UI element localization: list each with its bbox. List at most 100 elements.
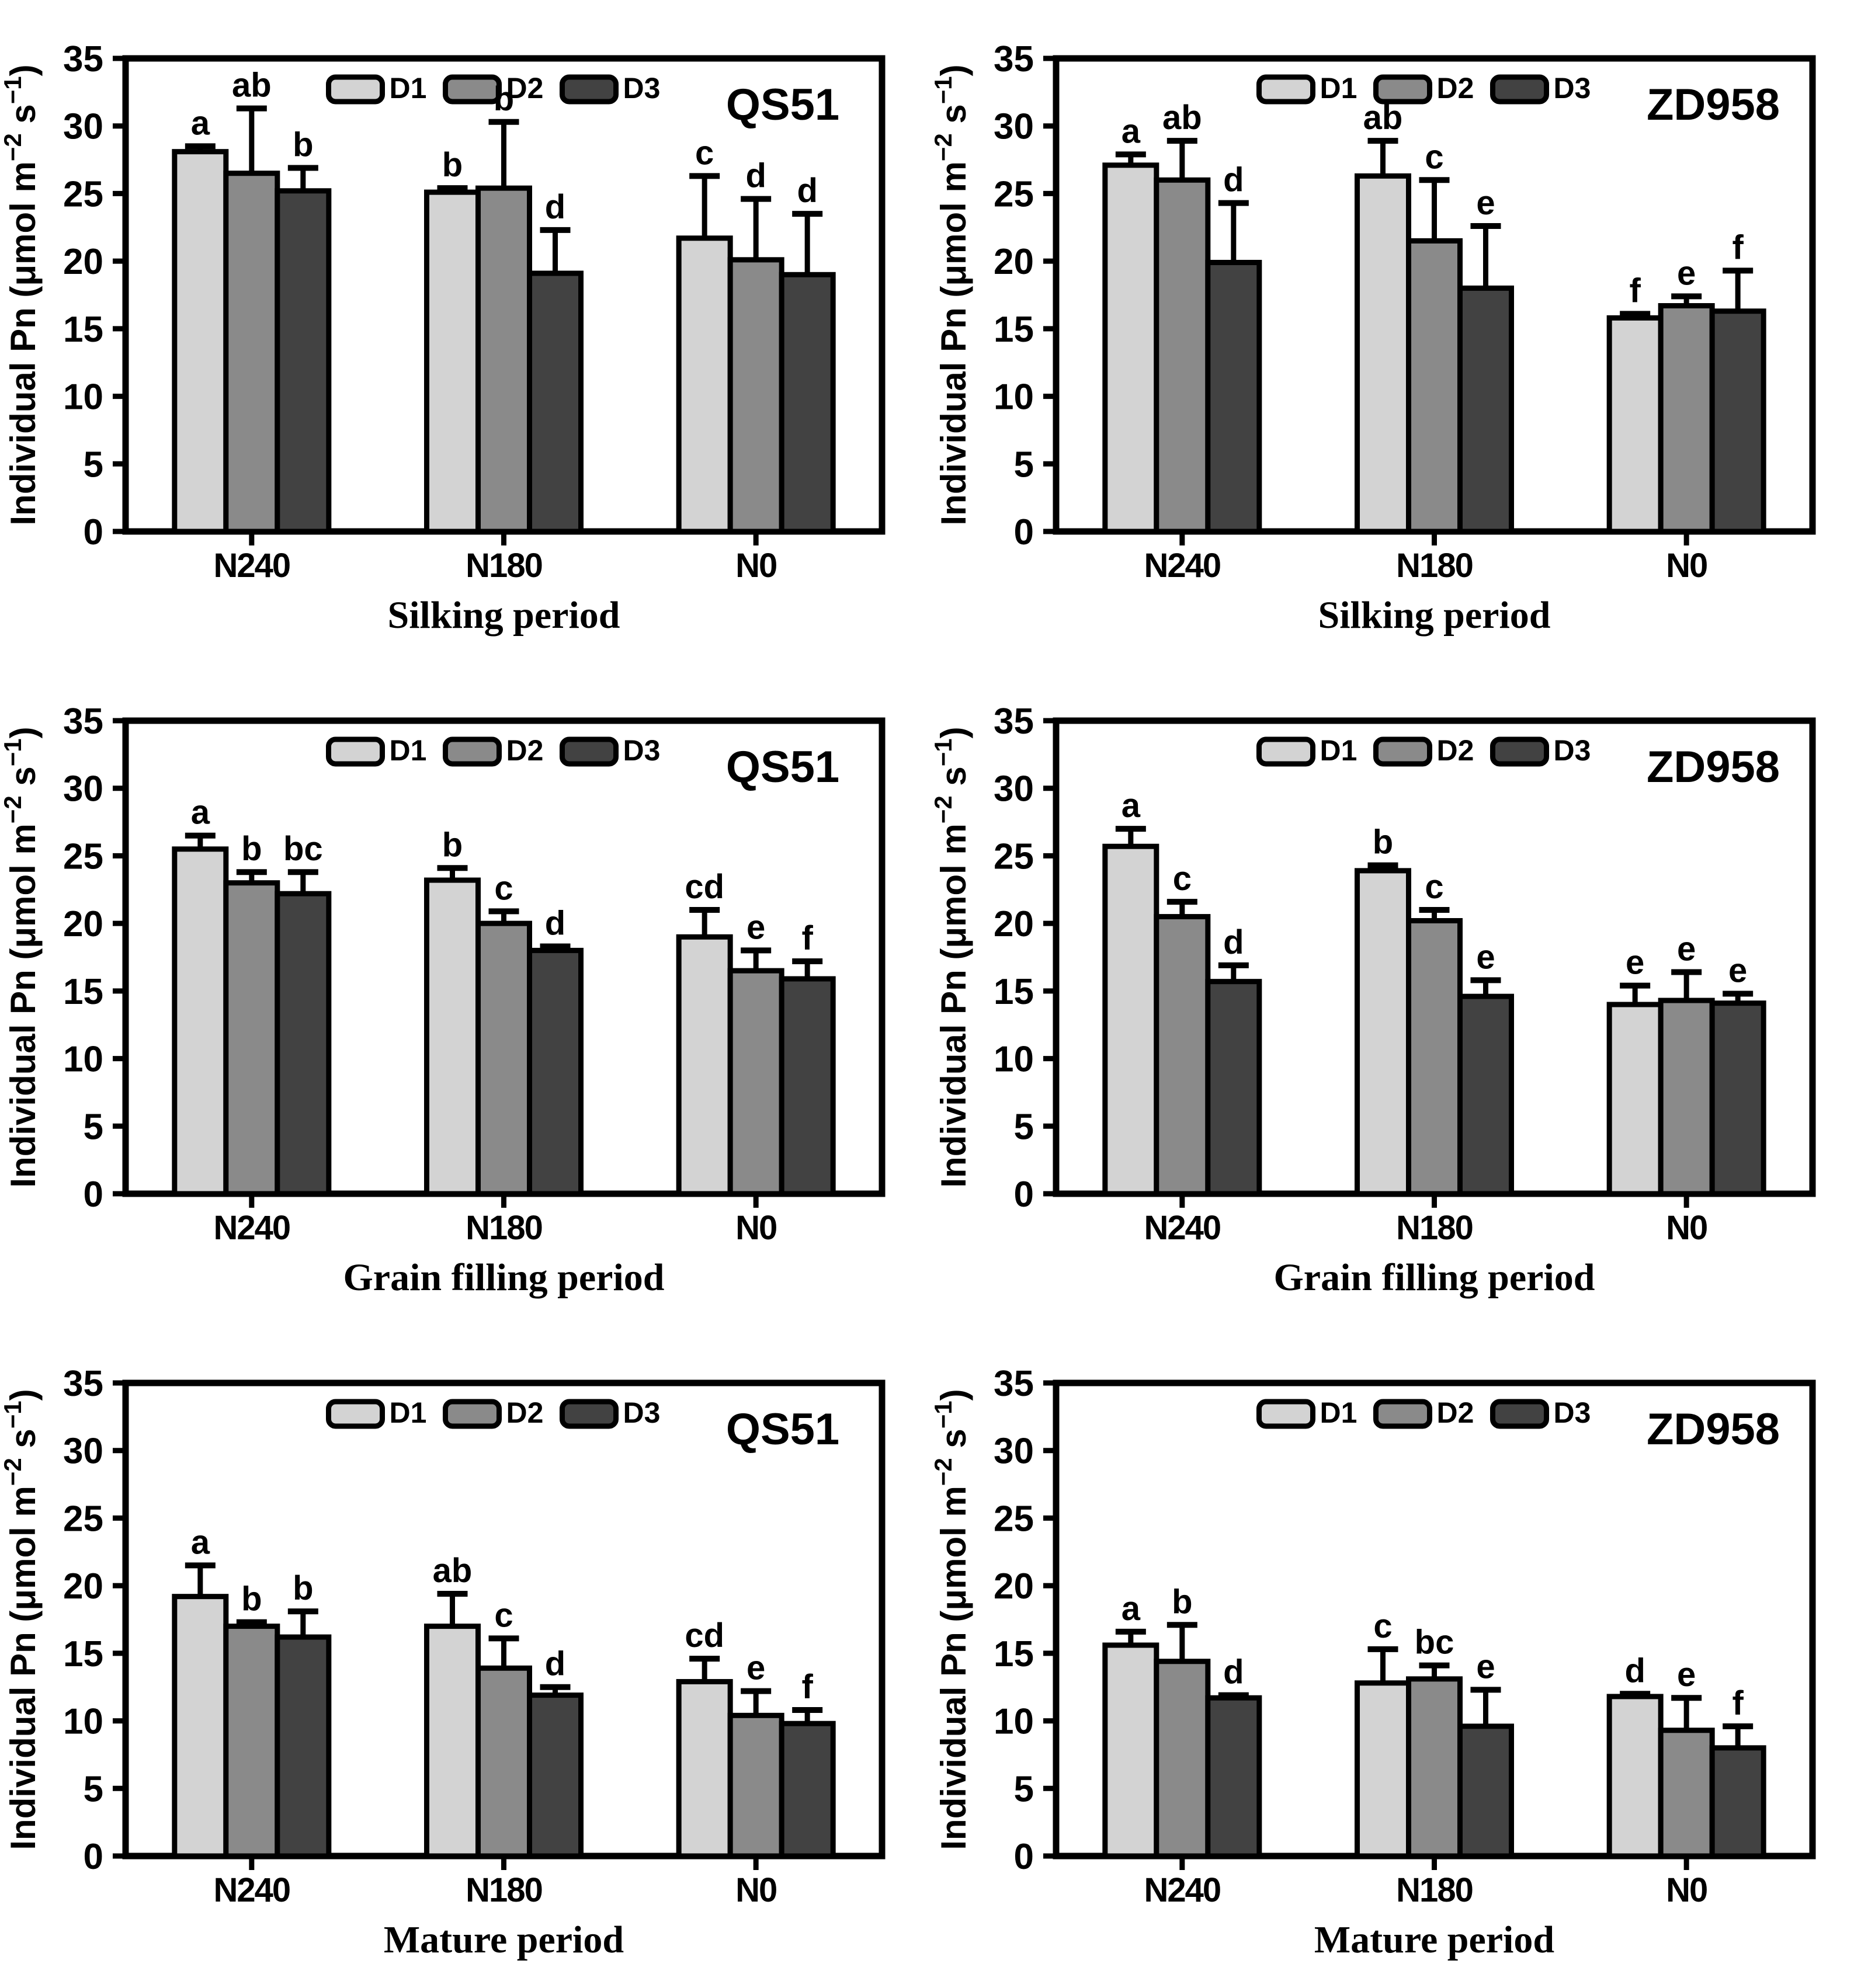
- legend-swatch-D2: [1373, 736, 1432, 767]
- sig-letter-D1-N180: b: [1373, 823, 1393, 861]
- legend-label-D2: D2: [1437, 734, 1474, 767]
- x-category-label: N180: [1396, 1871, 1473, 1909]
- y-tick-label: 0: [1014, 1174, 1034, 1215]
- legend-swatch-D1: [326, 74, 385, 105]
- y-tick-label: 35: [994, 701, 1034, 742]
- cultivar-label: QS51: [726, 80, 839, 130]
- bar-D2-N240: [1154, 177, 1211, 534]
- legend-swatch-D2: [443, 74, 502, 105]
- sig-letter-D3-N0: f: [1732, 1684, 1744, 1722]
- y-tick-label: 30: [994, 769, 1034, 809]
- legend-swatch-D3: [1490, 736, 1549, 767]
- bar-D3-N180: [527, 947, 584, 1197]
- y-tick-label: 25: [994, 836, 1034, 877]
- sig-letter-D1-N180: ab: [433, 1552, 473, 1590]
- bar-chart-grainfilling-qs51: 0 5 10 15 20 25 30 35 Individual Pn (μmol m−2 s−…: [0, 701, 886, 1299]
- sig-letter-D2-N0: e: [1677, 254, 1696, 292]
- legend-label-D3: D3: [1554, 734, 1591, 767]
- bar-D2-N180: [475, 920, 532, 1197]
- bar-D3-N240: [275, 188, 332, 534]
- bar-D1-N240: [172, 846, 229, 1197]
- bar-D1-N240: [1102, 162, 1159, 534]
- cultivar-label: QS51: [726, 742, 839, 792]
- sig-letter-D3-N240: b: [293, 126, 313, 164]
- y-tick-label: 10: [63, 377, 103, 418]
- sig-letter-D2-N0: e: [1677, 930, 1696, 968]
- bar-chart-silking-qs51: 0 5 10 15 20 25 30 35 Individual Pn (μmol m−2 s−…: [0, 39, 886, 637]
- panel-grainfilling-zd958: 0 5 10 15 20 25 30 35 Individual Pn (μmol m−2 s−…: [930, 662, 1861, 1325]
- y-tick-label: 35: [994, 39, 1034, 79]
- bar-D1-N180: [1355, 1680, 1411, 1859]
- legend-label-D2: D2: [506, 734, 544, 767]
- bar-D1-N0: [676, 934, 733, 1197]
- sig-letter-D3-N180: e: [1476, 1648, 1495, 1685]
- cultivar-label: ZD958: [1647, 1405, 1780, 1454]
- sig-letter-D2-N180: c: [494, 1596, 513, 1634]
- sig-letter-D1-N240: a: [1122, 787, 1141, 825]
- sig-letter-D1-N0: d: [1624, 1652, 1645, 1690]
- bar-D3-N0: [1709, 1000, 1766, 1197]
- legend-swatch-D1: [1256, 736, 1315, 767]
- bar-D2-N240: [223, 880, 280, 1197]
- x-category-label: N0: [1666, 1871, 1707, 1909]
- legend-swatch-D1: [326, 736, 385, 767]
- x-axis-title: Silking period: [1318, 594, 1551, 637]
- legend-swatch-D3: [560, 1399, 619, 1429]
- bar-D1-N240: [1102, 1642, 1159, 1859]
- y-axis-title: Individual Pn (μmol m−2 s−1): [930, 727, 973, 1187]
- legend-swatch-D2: [1373, 1399, 1432, 1429]
- bar-chart-silking-zd958: 0 5 10 15 20 25 30 35 Individual Pn (μmol m−2 s−…: [930, 39, 1816, 637]
- y-tick-label: 10: [63, 1702, 103, 1742]
- y-tick-label: 5: [1014, 444, 1034, 485]
- bar-D3-N0: [1709, 308, 1766, 534]
- y-tick-label: 30: [63, 107, 103, 147]
- sig-letter-D2-N0: e: [747, 1649, 765, 1687]
- y-tick-label: 20: [63, 904, 103, 944]
- x-category-label: N0: [735, 1209, 776, 1247]
- y-tick-label: 5: [1014, 1769, 1034, 1809]
- y-tick-label: 20: [63, 1566, 103, 1607]
- legend-label-D3: D3: [623, 734, 661, 767]
- legend-label-D2: D2: [1437, 1396, 1474, 1429]
- x-category-label: N240: [1144, 547, 1221, 585]
- bar-D1-N180: [1355, 868, 1411, 1197]
- bar-D3-N180: [527, 270, 584, 534]
- y-tick-label: 0: [84, 512, 103, 552]
- sig-letter-D1-N240: a: [191, 794, 210, 832]
- bar-chart-mature-qs51: 0 5 10 15 20 25 30 35 Individual Pn (μmol m−2 s−…: [0, 1364, 886, 1961]
- y-tick-label: 5: [84, 1769, 103, 1809]
- y-tick-label: 15: [994, 310, 1034, 350]
- y-tick-label: 0: [84, 1174, 103, 1215]
- y-tick-label: 25: [994, 1499, 1034, 1539]
- sig-letter-D1-N0: e: [1626, 944, 1644, 982]
- y-axis-title: Individual Pn (μmol m−2 s−1): [930, 1389, 973, 1850]
- sig-letter-D2-N180: c: [494, 869, 513, 907]
- y-tick-label: 10: [994, 1702, 1034, 1742]
- sig-letter-D2-N240: b: [1172, 1583, 1192, 1621]
- x-category-label: N180: [466, 1871, 542, 1909]
- bar-D2-N180: [475, 185, 532, 534]
- sig-letter-D3-N0: d: [797, 172, 817, 210]
- y-tick-label: 15: [63, 1634, 103, 1674]
- bar-D1-N0: [676, 1678, 733, 1859]
- y-tick-label: 35: [994, 1364, 1034, 1404]
- bar-D3-N240: [1205, 979, 1262, 1197]
- bar-D1-N180: [424, 189, 481, 534]
- x-category-label: N240: [214, 1871, 290, 1909]
- bar-D2-N0: [727, 257, 784, 534]
- bar-D2-N180: [1406, 238, 1463, 534]
- sig-letter-D1-N180: b: [442, 146, 463, 184]
- bar-D2-N0: [1658, 303, 1715, 534]
- x-category-label: N180: [466, 1209, 542, 1247]
- legend-label-D1: D1: [1320, 72, 1357, 105]
- sig-letter-D1-N0: c: [695, 134, 714, 172]
- bar-D3-N180: [527, 1692, 584, 1859]
- sig-letter-D1-N180: b: [442, 826, 463, 864]
- bar-D2-N240: [1154, 914, 1211, 1197]
- bar-D3-N180: [1457, 285, 1514, 534]
- y-tick-label: 5: [84, 444, 103, 485]
- y-tick-label: 20: [994, 904, 1034, 944]
- bar-D3-N180: [1457, 993, 1514, 1197]
- y-tick-label: 20: [994, 242, 1034, 282]
- sig-letter-D2-N240: c: [1173, 860, 1192, 898]
